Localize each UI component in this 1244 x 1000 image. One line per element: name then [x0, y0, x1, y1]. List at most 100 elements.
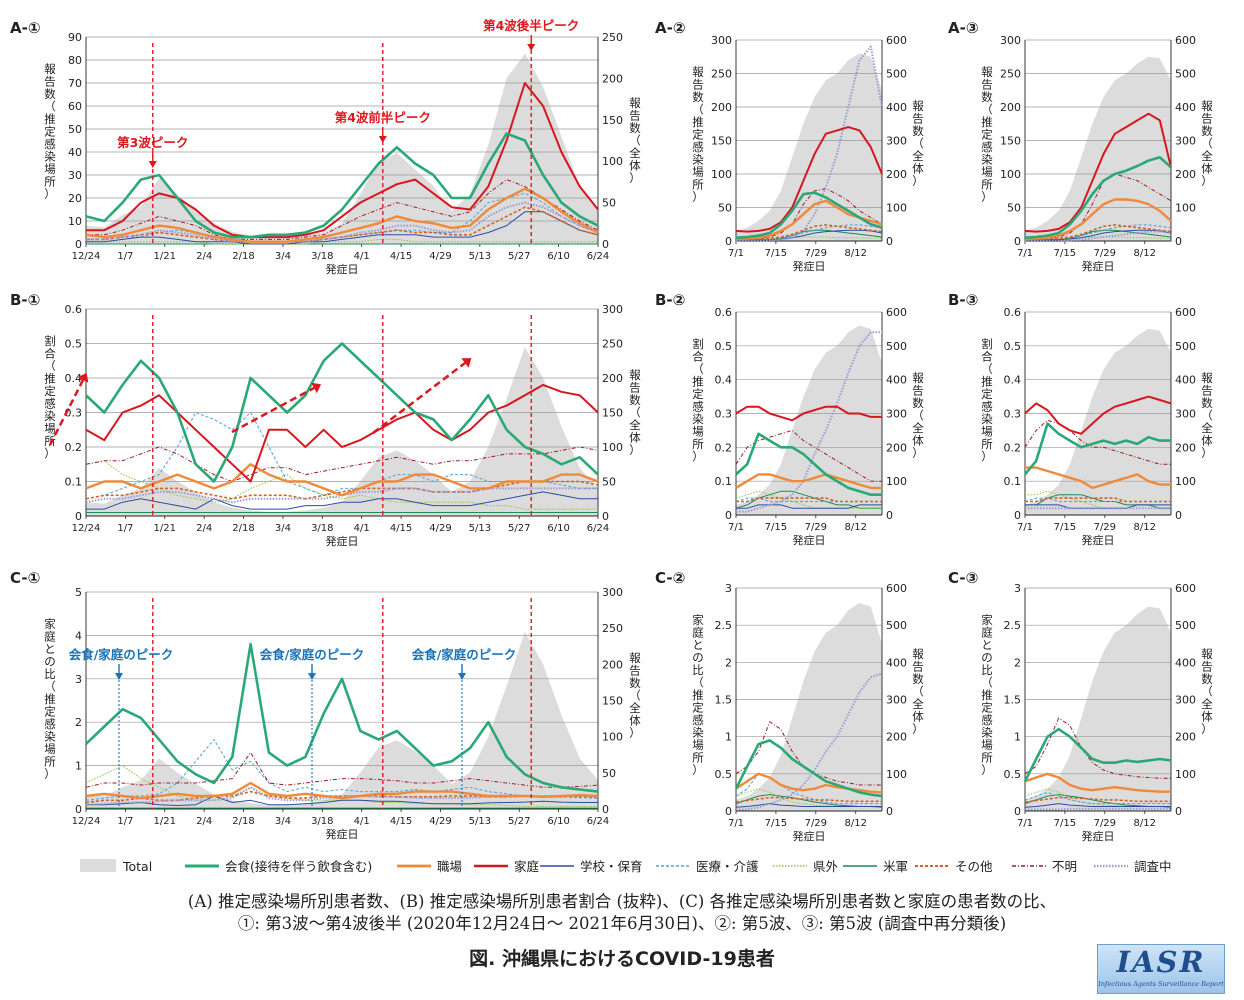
- series-line-会食: [85, 342, 599, 483]
- panel-C-3: C-③ 0 0.5 1 1.5 2 2.5 3 0 100 200 300 400 500 600 7/1 7/…: [948, 569, 1213, 843]
- y2-axis-label-char: 全: [629, 701, 641, 715]
- x-tick-label: 2/4: [196, 523, 212, 534]
- y2-axis-label: 報告数（全体）: [912, 99, 924, 188]
- y2-axis-label-char: 数: [912, 672, 924, 686]
- panel-A-1: A-① 0 10 20 30 40 50 60 70 80 90 0 50 100 150 200 250 12/…: [10, 18, 641, 276]
- y-axis-label-char: 報: [44, 62, 56, 76]
- y2-tick-label: 100: [602, 441, 623, 454]
- y-axis-label-char: 所: [44, 175, 56, 189]
- x-tick-label: 5/13: [469, 523, 491, 534]
- y2-axis-label-char: 告: [629, 664, 641, 678]
- y-axis-label-char: （: [692, 103, 704, 117]
- annotation-arrowhead: [148, 161, 157, 168]
- y-axis-label-char: 感: [692, 140, 704, 154]
- x-tick-label: 7/15: [765, 248, 787, 259]
- y-tick-label: 100: [1000, 168, 1021, 181]
- y2-tick-label: 0: [1175, 509, 1182, 522]
- y2-axis-label: 報告数（全体）: [912, 647, 924, 736]
- y2-tick-label: 100: [1175, 768, 1196, 781]
- y2-axis-label-char: ）: [1201, 722, 1213, 736]
- y-tick-label: 0: [1014, 805, 1021, 818]
- x-tick-label: 7/29: [805, 818, 827, 829]
- y-axis-label: 割合（推定感染場所）: [44, 334, 56, 461]
- x-tick-label: 6/10: [547, 523, 569, 534]
- y-axis-label-char: 感: [981, 713, 993, 727]
- y2-axis-label-char: 告: [912, 112, 924, 126]
- panel-A-3: A-③ 0 50 100 150 200 250 300 0 100 200 300 400 500 600…: [948, 19, 1213, 273]
- legend-item-Total: Total: [80, 859, 152, 874]
- y2-axis-label-char: ）: [912, 446, 924, 460]
- x-tick-label: 3/18: [311, 251, 333, 262]
- series-line-家庭: [85, 383, 599, 483]
- y2-axis-label: 報告数（全体）: [912, 371, 924, 460]
- legend-item-家庭: 家庭: [474, 859, 540, 874]
- y-axis-label-char: （: [44, 359, 56, 373]
- x-tick-label: 3/4: [275, 523, 291, 534]
- x-tick-label: 4/1: [354, 816, 370, 827]
- x-tick-label: 7/29: [1094, 522, 1116, 533]
- x-tick-label: 12/24: [72, 816, 101, 827]
- y2-tick-label: 250: [602, 622, 623, 635]
- y-axis-label-char: 定: [981, 387, 993, 401]
- total-area: [1025, 606, 1171, 811]
- y2-tick-label: 400: [1175, 656, 1196, 669]
- x-tick-label: 2/18: [232, 523, 254, 534]
- y2-axis-label-char: （: [1201, 685, 1213, 699]
- y2-tick-label: 300: [602, 303, 623, 316]
- y2-axis-label-char: 告: [912, 660, 924, 674]
- y-tick-label: 300: [711, 34, 732, 47]
- x-tick-label: 3/18: [311, 816, 333, 827]
- legend: Total 会食(接待を伴う飲食含む) 職場 家庭 学校・保育 医療・介護 県外 米軍 その他 不…: [80, 859, 1172, 874]
- x-tick-label: 7/1: [728, 522, 744, 533]
- y-tick-label: 0.2: [715, 441, 733, 454]
- legend-label: 県外: [813, 859, 839, 874]
- y2-tick-label: 500: [886, 619, 907, 632]
- y-axis-label-char: 定: [44, 125, 56, 139]
- legend-item-不明: 不明: [1012, 859, 1077, 874]
- x-tick-label: 1/7: [117, 523, 133, 534]
- y-tick-label: 0.1: [715, 475, 733, 488]
- y2-axis-label-char: 体: [1201, 162, 1213, 176]
- panel-label: B-①: [10, 291, 40, 309]
- x-tick-label: 6/24: [587, 251, 609, 262]
- y2-axis-label-char: （: [912, 137, 924, 151]
- y2-tick-label: 100: [886, 202, 907, 215]
- y2-tick-label: 200: [602, 372, 623, 385]
- series-line-医療・介護: [86, 192, 599, 243]
- series-line-その他: [1024, 796, 1171, 803]
- y2-axis-label-char: 報: [912, 647, 924, 661]
- peak-annotation: 第4波前半ピーク: [335, 110, 431, 125]
- y2-axis-label-char: 体: [1201, 434, 1213, 448]
- y-tick-label: 100: [711, 168, 732, 181]
- y-axis-label-char: 場: [981, 738, 993, 752]
- peak-annotation: 第4波後半ピーク: [483, 18, 579, 33]
- trend-arrowhead: [311, 382, 322, 394]
- peak-annotation: 会食/家庭のピーク: [69, 647, 174, 662]
- y2-tick-label: 150: [602, 407, 623, 420]
- series-line-不明: [85, 752, 599, 788]
- series-line-不明: [735, 429, 882, 482]
- y2-axis-label-char: 全: [1201, 697, 1213, 711]
- y2-axis-label-char: 数: [629, 393, 641, 407]
- y-axis-label-char: 定: [692, 128, 704, 142]
- x-tick-label: 4/15: [390, 816, 412, 827]
- y2-tick-label: 400: [886, 101, 907, 114]
- y-tick-label: 150: [1000, 135, 1021, 148]
- series-line-学校・保育: [86, 211, 599, 245]
- y-axis-label-char: ）: [981, 190, 993, 204]
- y2-axis-label-char: ）: [1201, 174, 1213, 188]
- y2-tick-label: 150: [602, 114, 623, 127]
- y-tick-label: 300: [1000, 34, 1021, 47]
- series-line-医療・介護: [735, 773, 882, 805]
- y-axis-label-char: 染: [692, 412, 704, 426]
- y-axis-label-char: 家: [981, 613, 993, 627]
- y2-axis-label-char: 全: [629, 146, 641, 160]
- y-axis-label-char: 場: [44, 742, 56, 756]
- x-tick-label: 4/29: [429, 816, 451, 827]
- legend-label: 学校・保育: [580, 859, 643, 874]
- y-axis-label-char: 染: [44, 409, 56, 423]
- y2-tick-label: 0: [886, 509, 893, 522]
- panel-label: C-①: [10, 569, 40, 587]
